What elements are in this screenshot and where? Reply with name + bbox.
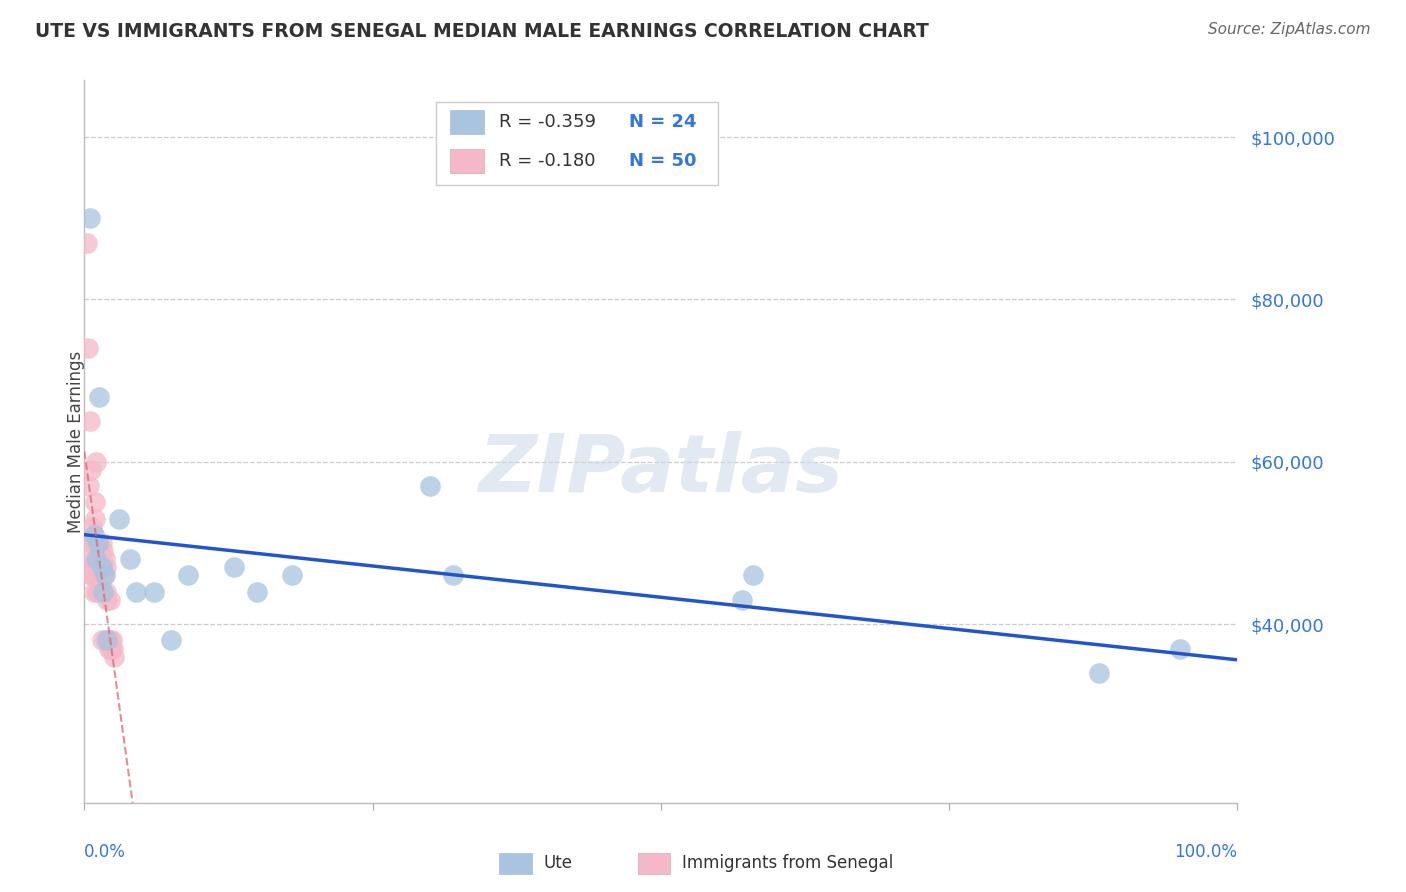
Point: [77, 479, 100, 493]
Text: R = -0.359: R = -0.359: [499, 113, 596, 131]
Point: [246, 584, 269, 599]
Point: [90, 633, 112, 648]
Point: [89, 584, 111, 599]
Point: [142, 584, 165, 599]
Point: [281, 568, 304, 582]
Point: [90, 536, 112, 550]
Point: [103, 649, 125, 664]
Point: [84, 552, 107, 566]
Point: [730, 592, 752, 607]
Point: [80, 463, 103, 477]
Bar: [450, 150, 485, 172]
Point: [103, 641, 124, 656]
Point: [86, 584, 108, 599]
Point: [83, 560, 105, 574]
Point: [89, 536, 111, 550]
Text: ZIPatlas: ZIPatlas: [478, 432, 844, 509]
Bar: [436, 102, 718, 185]
Point: [120, 552, 142, 566]
Point: [83, 528, 105, 542]
Text: UTE VS IMMIGRANTS FROM SENEGAL MEDIAN MALE EARNINGS CORRELATION CHART: UTE VS IMMIGRANTS FROM SENEGAL MEDIAN MA…: [35, 22, 929, 41]
Point: [177, 568, 200, 582]
Point: [86, 536, 108, 550]
Point: [94, 552, 117, 566]
Point: [79, 211, 101, 226]
Point: [83, 495, 105, 509]
Bar: [499, 854, 531, 873]
Point: [83, 536, 105, 550]
Point: [93, 568, 115, 582]
Point: [101, 633, 124, 648]
Point: [419, 479, 441, 493]
Point: [90, 560, 112, 574]
Text: N = 24: N = 24: [628, 113, 696, 131]
Point: [83, 528, 105, 542]
Point: [100, 641, 122, 656]
Point: [83, 568, 105, 582]
Point: [89, 560, 111, 574]
Point: [76, 341, 98, 355]
Point: [80, 568, 103, 582]
Point: [84, 568, 107, 582]
Point: [441, 568, 464, 582]
Point: [1168, 641, 1191, 656]
Point: [91, 544, 114, 558]
Point: [742, 568, 765, 582]
Point: [84, 536, 107, 550]
Point: [82, 568, 104, 582]
Text: 100.0%: 100.0%: [1174, 843, 1237, 861]
Point: [77, 552, 100, 566]
Point: [76, 235, 98, 250]
Point: [86, 552, 108, 566]
Point: [108, 511, 131, 525]
Point: [90, 560, 112, 574]
Point: [89, 552, 111, 566]
Point: [94, 633, 117, 648]
Text: Immigrants from Senegal: Immigrants from Senegal: [682, 855, 893, 872]
Point: [89, 390, 111, 404]
Point: [96, 633, 118, 648]
Point: [96, 592, 118, 607]
Point: [160, 633, 183, 648]
Point: [96, 560, 118, 574]
Text: Ute: Ute: [543, 855, 572, 872]
Point: [91, 584, 114, 599]
Point: [98, 592, 121, 607]
Point: [125, 584, 148, 599]
Point: [87, 536, 110, 550]
Point: [97, 641, 120, 656]
Point: [83, 511, 105, 525]
Text: R = -0.180: R = -0.180: [499, 152, 596, 170]
Point: [83, 584, 105, 599]
Point: [89, 584, 111, 599]
Text: 0.0%: 0.0%: [84, 843, 127, 861]
Y-axis label: Median Male Earnings: Median Male Earnings: [67, 351, 84, 533]
Point: [82, 520, 104, 534]
Bar: [450, 111, 485, 134]
Point: [87, 584, 110, 599]
Point: [87, 560, 110, 574]
Bar: [638, 854, 671, 873]
Point: [1088, 665, 1111, 680]
Point: [96, 584, 118, 599]
Point: [91, 584, 114, 599]
Point: [79, 560, 101, 574]
Point: [98, 633, 121, 648]
Text: Source: ZipAtlas.com: Source: ZipAtlas.com: [1208, 22, 1371, 37]
Point: [224, 560, 246, 574]
Point: [79, 414, 101, 428]
Point: [94, 568, 117, 582]
Point: [84, 455, 107, 469]
Point: [87, 536, 110, 550]
Point: [82, 536, 104, 550]
Text: N = 50: N = 50: [628, 152, 696, 170]
